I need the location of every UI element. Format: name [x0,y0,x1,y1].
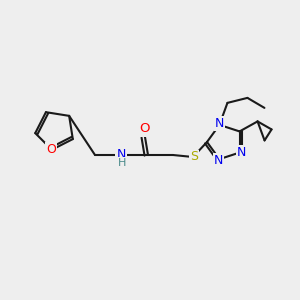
Text: N: N [214,154,223,166]
Text: N: N [237,146,246,159]
Text: N: N [215,117,224,130]
Text: O: O [46,143,56,156]
Text: S: S [190,151,198,164]
Text: H: H [118,158,126,168]
Text: N: N [116,148,126,160]
Text: O: O [139,122,149,136]
